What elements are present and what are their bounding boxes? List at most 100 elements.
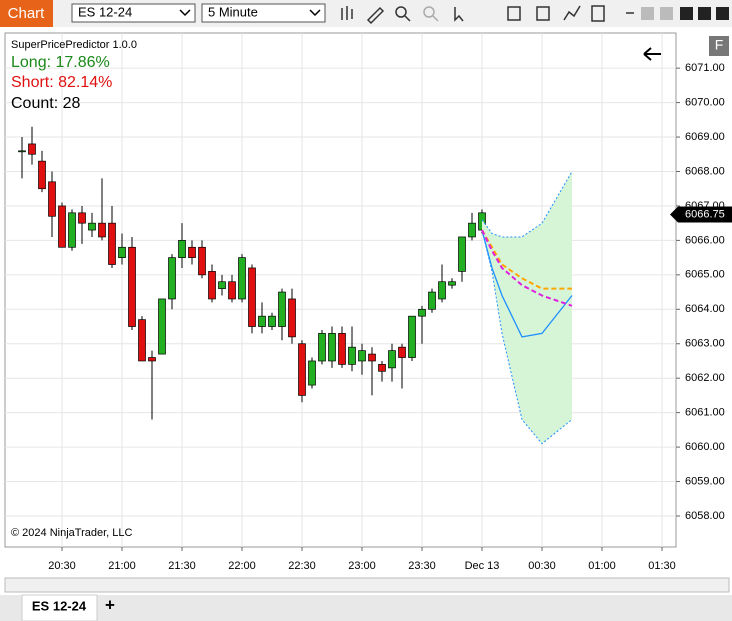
- candle-body: [118, 246, 126, 258]
- close-button[interactable]: [716, 7, 729, 20]
- candle-body: [398, 346, 406, 358]
- candle-body: [168, 257, 176, 300]
- x-tick-label: 22:00: [228, 560, 256, 572]
- title-box: [0, 0, 53, 27]
- x-tick-label: 00:30: [528, 560, 556, 572]
- candle-body: [108, 222, 116, 265]
- candle-body: [228, 281, 236, 300]
- count-stat: Count: 28: [11, 95, 80, 112]
- candle-body: [308, 360, 316, 386]
- dropdown-arrow: [179, 9, 191, 17]
- x-tick-label: Dec 13: [465, 560, 500, 572]
- tab[interactable]: [21, 594, 98, 621]
- plot-area: [4, 32, 677, 548]
- y-tick-label: 6062.00: [685, 372, 725, 384]
- candle-body: [438, 281, 446, 300]
- candle-body: [418, 308, 426, 317]
- y-tick-label: 6069.00: [685, 131, 725, 143]
- y-tick-label: 6058.00: [685, 510, 725, 522]
- add-tab[interactable]: +: [105, 595, 115, 614]
- y-tick-label: 6060.00: [685, 441, 725, 453]
- y-tick-label: 6059.00: [685, 475, 725, 487]
- copyright: © 2024 NinjaTrader, LLC: [11, 527, 132, 539]
- candle-body: [138, 319, 146, 362]
- panel-button-label: F: [715, 37, 724, 53]
- forecast-band: [482, 171, 572, 444]
- window-title: Chart: [8, 5, 46, 22]
- indicator-name: SuperPricePredictor 1.0.0: [11, 39, 137, 51]
- maximize-button[interactable]: [698, 7, 711, 20]
- candle-body: [28, 143, 36, 155]
- window-button[interactable]: [660, 7, 673, 20]
- candle-body: [458, 236, 466, 272]
- interval-select[interactable]: [201, 3, 326, 23]
- candle-body: [268, 315, 276, 327]
- long-stat: Long: 17.86%: [11, 54, 110, 71]
- instrument: ES 12-24: [78, 4, 132, 19]
- candle-body: [88, 222, 96, 231]
- candle-body: [358, 350, 366, 362]
- candle-body: [318, 333, 326, 362]
- candle-body: [258, 315, 266, 327]
- candle-body: [158, 298, 166, 355]
- candle-body: [58, 205, 66, 248]
- x-tick-label: 20:30: [48, 560, 76, 572]
- candle-body: [298, 343, 306, 396]
- panel-button[interactable]: [709, 36, 729, 56]
- x-tick-label: 23:00: [348, 560, 376, 572]
- forecast-line: [481, 229, 573, 445]
- candle-body: [368, 353, 376, 362]
- candle-body: [178, 240, 186, 258]
- candle-body: [388, 350, 396, 369]
- candle-body: [98, 222, 106, 238]
- window-button[interactable]: [641, 7, 654, 20]
- candle-body: [68, 212, 76, 248]
- candle-body: [328, 333, 336, 362]
- candle-body: [288, 298, 296, 338]
- y-tick-label: 6071.00: [685, 62, 725, 74]
- candle-body: [408, 315, 416, 358]
- forecast-line: [481, 229, 573, 307]
- x-tick-label: 22:30: [288, 560, 316, 572]
- y-tick-label: 6066.00: [685, 234, 725, 246]
- candle-body: [188, 246, 196, 258]
- price-marker: [670, 206, 732, 223]
- forecast-line: [481, 229, 573, 338]
- last-price: 6066.75: [685, 208, 725, 220]
- candle-body: [468, 222, 476, 238]
- candle-body: [278, 291, 286, 327]
- candle-body: [428, 291, 436, 310]
- y-tick-label: 6064.00: [685, 303, 725, 315]
- candle-body: [128, 246, 136, 327]
- candle-body: [18, 150, 26, 153]
- scrollbar[interactable]: [4, 577, 730, 593]
- x-tick-label: 01:00: [588, 560, 616, 572]
- x-tick-label: 01:30: [648, 560, 676, 572]
- dropdown-arrow: [309, 9, 321, 17]
- y-tick-label: 6061.00: [685, 407, 725, 419]
- toolbar-icons[interactable]: [341, 5, 634, 25]
- forecast-line: [481, 171, 573, 238]
- candle-body: [148, 357, 156, 362]
- x-tick-label: 23:30: [408, 560, 436, 572]
- candle-body: [238, 257, 246, 300]
- candle-body: [78, 212, 86, 224]
- x-tick-label: 21:00: [108, 560, 136, 572]
- instrument-select[interactable]: [71, 3, 196, 23]
- y-tick-label: 6068.00: [685, 165, 725, 177]
- tab-bar: [0, 595, 732, 621]
- candle-body: [248, 267, 256, 327]
- y-tick-label: 6063.00: [685, 338, 725, 350]
- candle-body: [338, 333, 346, 365]
- candle-body: [348, 346, 356, 365]
- x-tick-label: 21:30: [168, 560, 196, 572]
- back-arrow[interactable]: [643, 47, 661, 61]
- minimize-button[interactable]: [680, 7, 693, 20]
- candle-body: [378, 364, 386, 372]
- candle-body: [208, 271, 216, 300]
- candle-body: [48, 181, 56, 217]
- candle-body: [198, 246, 206, 276]
- tab-label: ES 12-24: [32, 598, 87, 613]
- short-stat: Short: 82.14%: [11, 74, 112, 91]
